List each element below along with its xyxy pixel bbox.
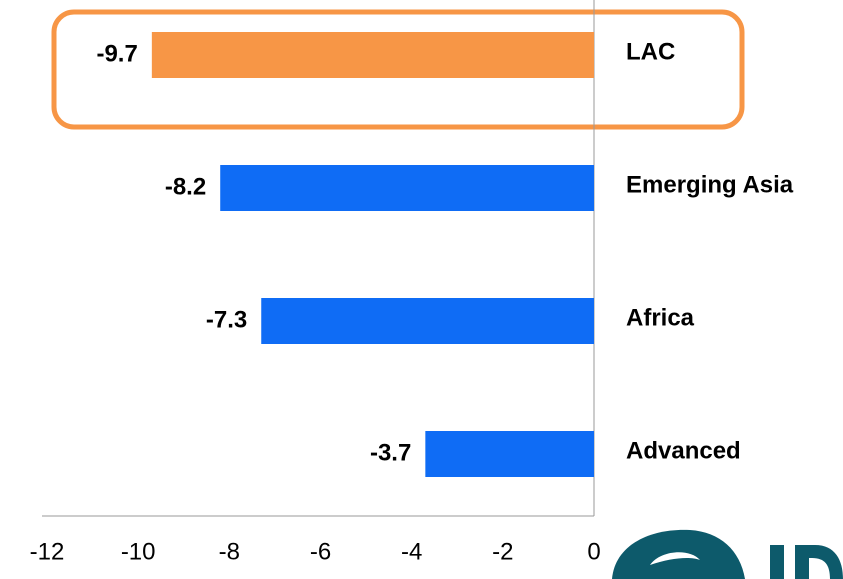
- x-tick-label: 0: [587, 538, 600, 565]
- x-tick-label: -12: [30, 538, 65, 565]
- category-label: Emerging Asia: [626, 171, 794, 198]
- bar: [220, 165, 594, 211]
- logo: [612, 529, 843, 579]
- x-tick-label: -10: [121, 538, 156, 565]
- value-label: -9.7: [96, 40, 137, 67]
- x-tick-label: -6: [310, 538, 331, 565]
- bar: [151, 32, 594, 78]
- value-label: -3.7: [370, 439, 411, 466]
- highlight-box: [51, 9, 745, 130]
- x-tick-label: -8: [219, 538, 240, 565]
- value-label: -7.3: [206, 306, 247, 333]
- value-label: -8.2: [165, 173, 206, 200]
- category-label: Africa: [626, 304, 695, 331]
- category-label: Advanced: [626, 437, 741, 464]
- x-tick-label: -4: [401, 538, 422, 565]
- bar: [425, 431, 594, 477]
- x-tick-label: -2: [492, 538, 513, 565]
- category-label: LAC: [626, 38, 675, 65]
- bar: [261, 298, 594, 344]
